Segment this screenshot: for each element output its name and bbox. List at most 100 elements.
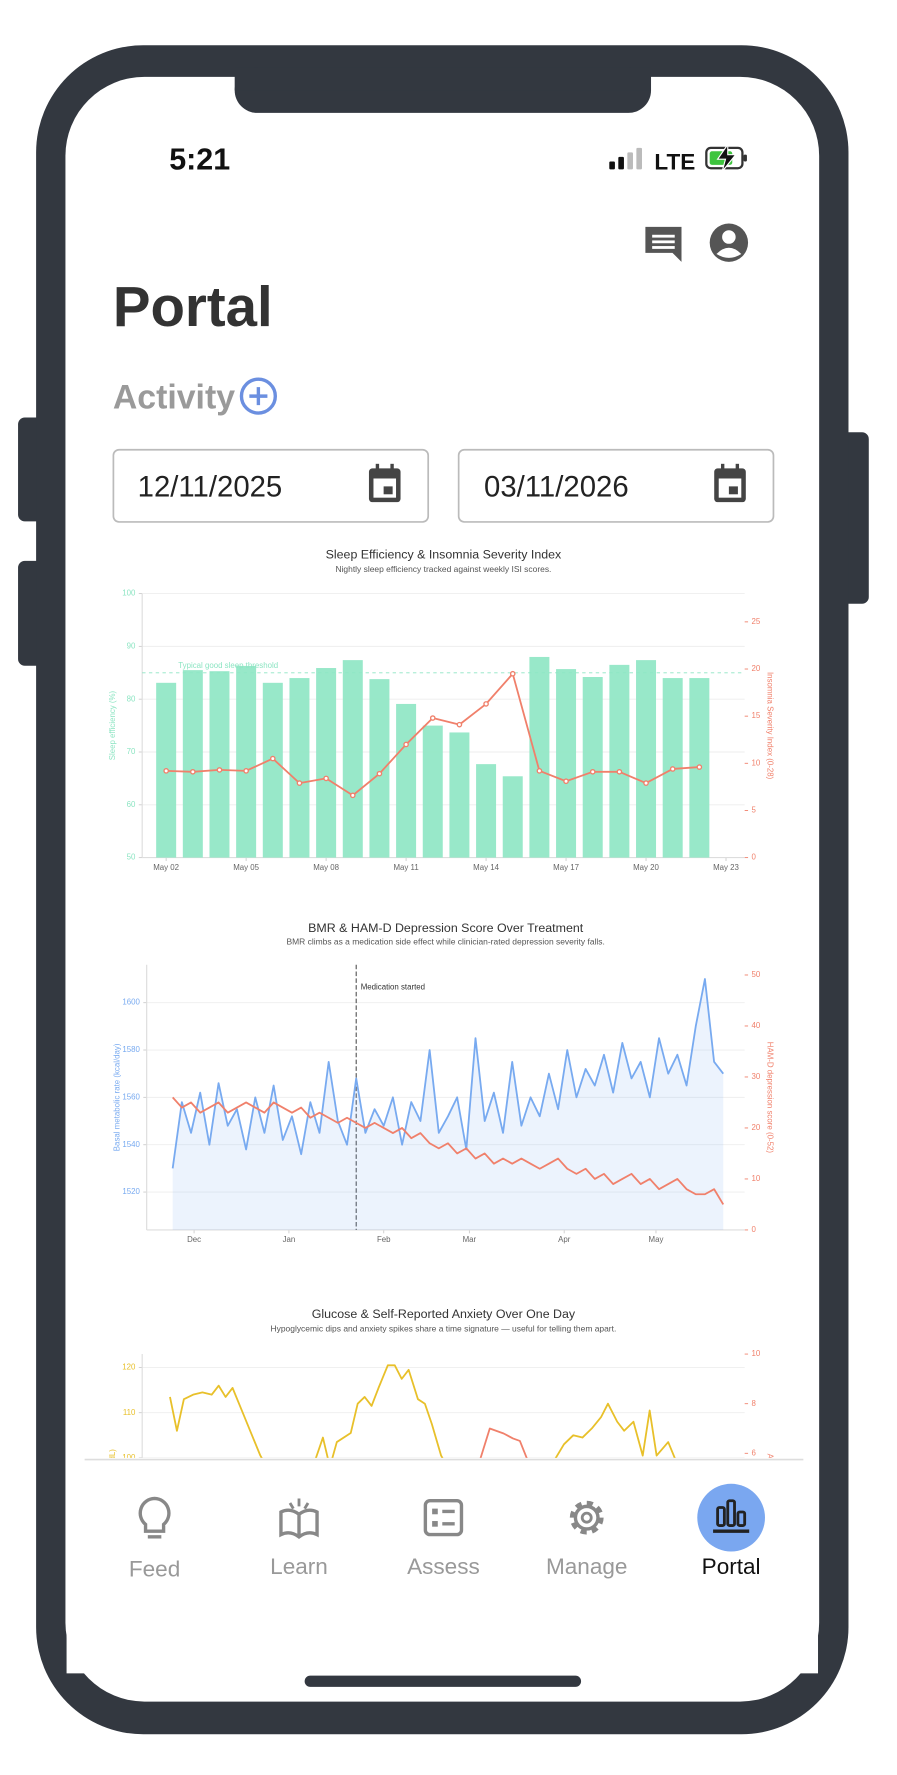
active-indicator [697,1483,765,1552]
annotation: Typical good sleep threshold [178,661,278,670]
chart-subtitle: Hypoglycemic dips and anxiety spikes sha… [271,1323,617,1333]
y-tick-label: 1520 [122,1187,140,1196]
bar [449,732,470,858]
nav-learn[interactable]: Learn [270,1498,328,1579]
nav-label: Learn [270,1554,328,1579]
nav-feed[interactable]: Feed [129,1496,180,1581]
calendar-day [383,486,393,495]
x-tick-label: May [649,1235,664,1244]
point [536,768,543,774]
x-tick-label: Feb [377,1235,391,1244]
point [589,768,596,775]
y2-tick-label: 10 [751,1349,760,1358]
status-time: 5:21 [169,142,230,176]
calendar-icon [714,463,746,503]
y-tick-label: 1560 [122,1092,140,1101]
y-tick-label: 70 [127,747,136,756]
y-tick-label: 50 [127,853,136,862]
gear-teeth [569,1500,604,1535]
nav-label: Manage [546,1554,627,1579]
point [563,778,569,785]
chart-title: Sleep Efficiency & Insomnia Severity Ind… [326,547,562,561]
list-bullet [432,1508,438,1515]
bar [636,660,657,858]
x-tick-label: May 14 [473,863,499,872]
y2-tick-label: 0 [751,853,756,862]
nav-portal[interactable]: Portal [697,1483,765,1579]
chart-subtitle: BMR climbs as a medication side effect w… [286,936,604,946]
y-tick-label: 1600 [122,998,140,1007]
chart: Sleep Efficiency & Insomnia Severity Ind… [108,547,775,871]
y2-tick-label: 20 [751,1123,760,1132]
y-axis-label: Sleep efficiency (%) [108,690,117,760]
point [349,792,356,799]
network-type: LTE [654,149,695,174]
battery-bolt [716,142,737,172]
bar [422,725,443,858]
bar [582,677,603,858]
point [456,721,463,728]
y-tick-label: 1540 [122,1140,140,1149]
point [509,670,516,677]
chat-line [652,234,675,238]
x-tick-label: May 05 [233,863,259,872]
chart-icon-bar [736,1510,747,1527]
bar [369,679,390,858]
y2-tick-label: 5 [751,806,756,815]
y-tick-label: 100 [122,1453,136,1462]
start-date-input[interactable]: 12/11/2025 [112,448,430,523]
calendar-icon [368,463,401,503]
x-tick-label: May 20 [633,863,659,872]
line [169,1364,676,1458]
x-tick-label: Dec [187,1235,201,1244]
bottom-nav: Feed Learn Assess Manage Portal [129,1483,765,1581]
end-date: 03/11/2026 [484,471,629,504]
start-date: 12/11/2025 [138,471,283,504]
y2-axis-label: Insomnia Severity Index (0-28) [765,672,774,780]
add-activity-button[interactable] [239,377,277,415]
chart-icon-bar [726,1499,736,1527]
end-date-input[interactable]: 03/11/2026 [457,448,775,523]
point [216,767,223,773]
chart-subtitle: Nightly sleep efficiency tracked against… [335,564,551,574]
gear-icon [573,1504,600,1531]
line [479,1427,528,1458]
calendar-ring [720,463,725,472]
y-tick-label: 110 [123,1408,136,1417]
book-rays [288,1498,310,1510]
profile-button[interactable] [709,223,749,262]
nav-assess[interactable]: Assess [407,1499,480,1579]
bar [342,660,363,858]
nav-manage[interactable]: Manage [546,1500,627,1579]
y2-axis-label: Anxiety (0-10) [765,1454,774,1503]
section-title: Activity [113,379,235,417]
x-tick-label: May 08 [313,863,339,872]
line [171,978,724,1169]
bar [316,668,337,858]
chart: BMR & HAM-D Depression Score Over Treatm… [112,921,774,1244]
nav-label: Portal [702,1554,761,1579]
y2-tick-label: 15 [751,711,760,720]
point [376,770,383,777]
calendar-day [728,486,738,495]
nav-label: Assess [407,1554,480,1579]
bulb-icon [138,1496,171,1533]
y-axis-label: Basal metabolic rate (kcal/day) [112,1043,121,1151]
point [669,766,676,772]
y-axis-label: Glucose (mg/dL) [108,1449,117,1508]
messages-button[interactable] [645,226,682,262]
signal-bar [618,156,624,170]
chart-title: Glucose & Self-Reported Anxiety Over One… [312,1307,576,1321]
x-tick-label: Mar [463,1235,477,1244]
nav-label: Feed [129,1556,180,1581]
y2-tick-label: 10 [751,1174,760,1183]
list-lines [442,1509,455,1526]
point [429,715,436,721]
bar [556,669,577,858]
y2-axis-label: HAM-D depression score (0-52) [765,1042,774,1154]
notch-top [234,67,652,91]
y2-tick-label: 25 [751,617,760,626]
input-box [457,448,775,523]
chart: Glucose & Self-Reported Anxiety Over One… [108,1307,774,1508]
signal-icon [609,147,643,170]
